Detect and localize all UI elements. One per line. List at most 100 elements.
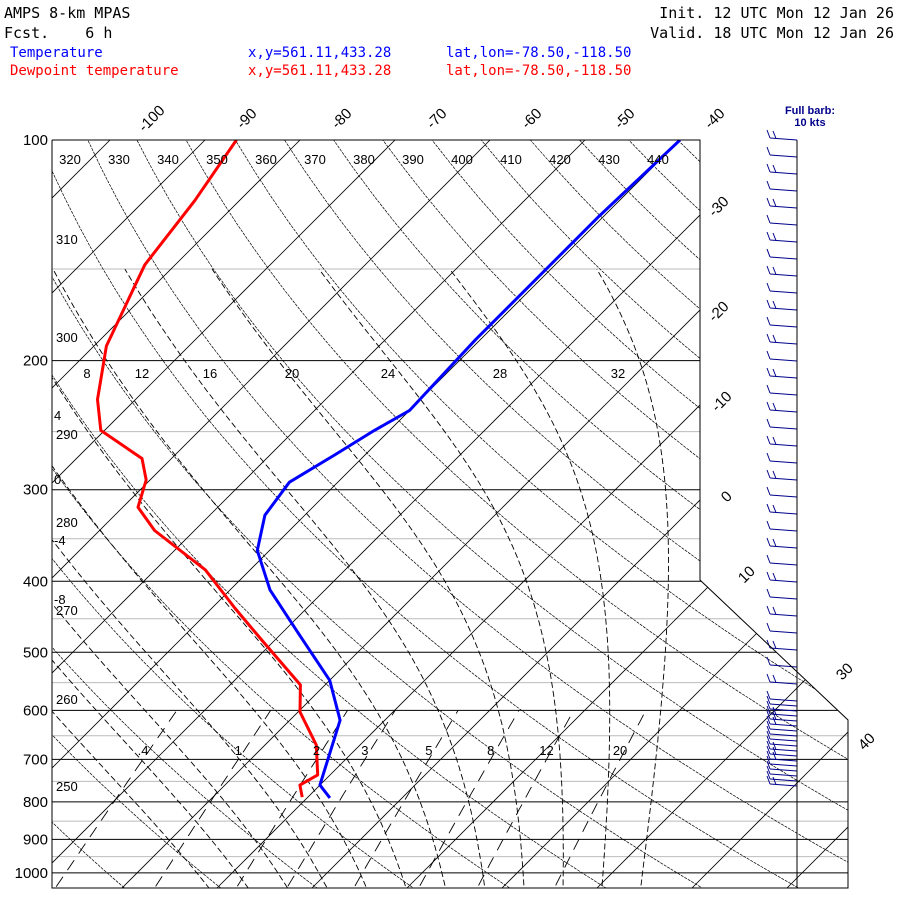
model-title: AMPS 8-km MPAS bbox=[4, 4, 131, 22]
pressure-tick-label: 200 bbox=[23, 353, 48, 370]
barb-feather bbox=[772, 232, 777, 241]
barb-feather bbox=[766, 316, 771, 326]
barb-feather bbox=[766, 725, 771, 735]
mixing-ratio-label: 20 bbox=[613, 743, 627, 758]
barb-feather bbox=[766, 231, 771, 241]
barb-staff bbox=[769, 154, 798, 158]
barb-feather bbox=[772, 746, 777, 755]
barb-feather bbox=[772, 606, 777, 615]
barb-staff bbox=[769, 562, 798, 566]
wind-barb bbox=[766, 750, 798, 762]
barb-staff bbox=[769, 426, 798, 430]
wind-barb bbox=[766, 673, 798, 685]
temperature-line bbox=[255, 140, 682, 799]
pressure-tick-label: 400 bbox=[23, 573, 48, 590]
barb-feather bbox=[766, 180, 771, 190]
wind-barb bbox=[766, 180, 798, 192]
wind-barb bbox=[766, 384, 798, 396]
dry-adiabat-label: 320 bbox=[59, 152, 81, 167]
wind-barb bbox=[766, 469, 798, 481]
dry-adiabat-label: 280 bbox=[56, 515, 78, 530]
barb-feather bbox=[766, 520, 771, 530]
barb-feather bbox=[766, 401, 771, 411]
mixing-ratio-label: 2 bbox=[313, 743, 320, 758]
isotherm-label: -60 bbox=[518, 105, 545, 132]
barb-feather bbox=[772, 706, 777, 715]
barb-feather bbox=[766, 740, 771, 750]
barb-feather bbox=[766, 750, 771, 760]
barb-staff bbox=[769, 738, 798, 742]
barb-feather bbox=[766, 299, 771, 309]
dewpoint-latlon: lat,lon=-78.50,-118.50 bbox=[446, 63, 632, 79]
wind-barb bbox=[766, 710, 798, 722]
wind-barb bbox=[766, 163, 798, 175]
barb-feather bbox=[766, 469, 771, 479]
wind-barb bbox=[766, 705, 798, 717]
dry-adiabat bbox=[311, 140, 848, 888]
barb-feather bbox=[766, 745, 771, 755]
moist-adiabat-label: 32 bbox=[611, 366, 625, 381]
barb-staff bbox=[769, 273, 798, 277]
barb-staff bbox=[769, 137, 798, 141]
pressure-tick-label: 1000 bbox=[15, 865, 48, 882]
barb-staff bbox=[769, 511, 798, 515]
moist-adiabat-label: 24 bbox=[381, 366, 395, 381]
moist-adiabat-label: 8 bbox=[83, 366, 90, 381]
wind-barb bbox=[766, 690, 798, 702]
wind-barb bbox=[766, 730, 798, 742]
barb-staff bbox=[769, 409, 798, 413]
isotherm-label: -100 bbox=[135, 102, 168, 135]
barb-feather bbox=[766, 163, 771, 173]
mixing-ratio-line bbox=[52, 710, 178, 888]
barb-feather bbox=[766, 700, 771, 710]
dry-adiabat-label: 430 bbox=[598, 152, 620, 167]
barb-staff bbox=[769, 708, 798, 712]
mixing-ratio-line bbox=[144, 710, 272, 888]
barb-feather bbox=[766, 673, 771, 683]
dry-adiabat-label: 260 bbox=[56, 692, 78, 707]
barb-feather bbox=[766, 705, 771, 715]
wind-barb bbox=[766, 695, 798, 707]
barb-staff bbox=[769, 171, 798, 175]
wind-barb bbox=[766, 605, 798, 617]
isotherm bbox=[486, 140, 848, 888]
pressure-tick-label: 600 bbox=[23, 702, 48, 719]
pressure-tick-label: 800 bbox=[23, 794, 48, 811]
barb-feather bbox=[766, 418, 771, 428]
barb-feather bbox=[766, 770, 771, 780]
barb-staff bbox=[769, 528, 798, 532]
barb-feather bbox=[772, 130, 777, 139]
barb-feather bbox=[766, 452, 771, 462]
dry-adiabat-label: 400 bbox=[451, 152, 473, 167]
dry-adiabat bbox=[168, 140, 848, 888]
wind-barb bbox=[766, 622, 798, 634]
barb-staff bbox=[769, 358, 798, 362]
mixing-ratio-label: .4 bbox=[138, 743, 149, 758]
mixing-ratio-label: 1 bbox=[235, 743, 242, 758]
mixing-ratio-label: 3 bbox=[361, 743, 368, 758]
wind-barb bbox=[766, 735, 798, 747]
wind-barb bbox=[766, 265, 798, 277]
barb-feather bbox=[766, 129, 771, 139]
moist-adiabat-label: 4 bbox=[54, 408, 61, 423]
isotherm bbox=[296, 140, 848, 888]
moist-adiabat bbox=[52, 268, 260, 888]
barb-feather bbox=[772, 751, 777, 760]
barb-feather bbox=[772, 674, 777, 683]
barb-feather bbox=[766, 435, 771, 445]
barb-feather bbox=[772, 198, 777, 207]
barb-staff bbox=[769, 778, 798, 782]
wind-barb bbox=[766, 700, 798, 712]
dry-adiabat bbox=[359, 140, 848, 888]
barb-feather bbox=[766, 537, 771, 547]
isotherm bbox=[52, 140, 657, 888]
moist-adiabat bbox=[52, 268, 336, 888]
barb-feather bbox=[766, 690, 771, 700]
dry-adiabat bbox=[52, 140, 534, 888]
moist-adiabat-label: 16 bbox=[203, 366, 217, 381]
isotherm bbox=[676, 140, 848, 888]
wind-barb bbox=[766, 720, 798, 732]
barb-feather bbox=[766, 730, 771, 740]
barb-feather bbox=[766, 486, 771, 496]
